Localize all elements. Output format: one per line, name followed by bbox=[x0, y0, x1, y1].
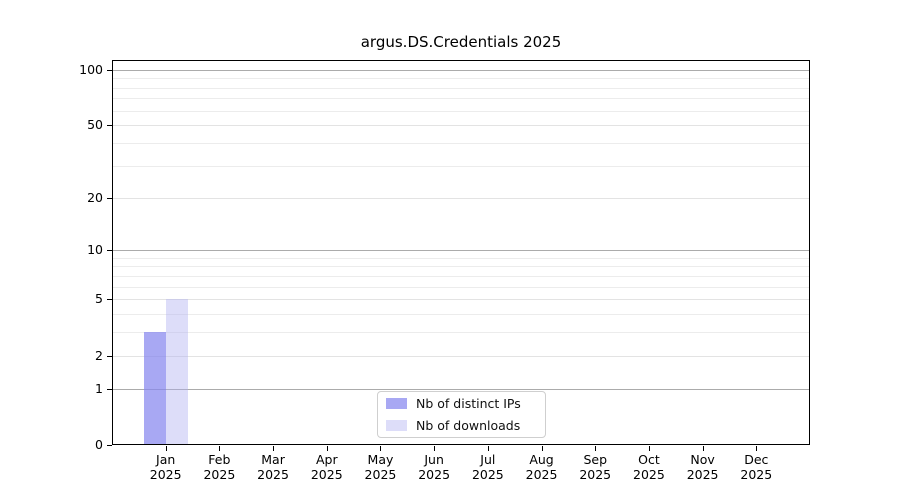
gridline-minor bbox=[112, 98, 810, 100]
y-tick-label: 100 bbox=[79, 61, 103, 77]
x-tick-mark bbox=[488, 446, 489, 451]
x-tick-mark bbox=[219, 446, 220, 451]
y-tick-mark bbox=[107, 389, 112, 390]
gridline-minor bbox=[112, 266, 810, 268]
x-tick-label: Nov 2025 bbox=[686, 452, 719, 482]
gridline-major bbox=[112, 69, 810, 71]
gridline-minor bbox=[112, 87, 810, 89]
x-tick-label: Jun 2025 bbox=[418, 452, 451, 482]
gridline-minor bbox=[112, 286, 810, 288]
gridline-minor bbox=[112, 143, 810, 145]
gridline-minor bbox=[112, 110, 810, 112]
legend-swatch-downloads-icon bbox=[386, 420, 407, 431]
gridline bbox=[112, 299, 810, 301]
x-tick-mark bbox=[756, 446, 757, 451]
bar-downloads-jan bbox=[165, 299, 188, 445]
x-tick-mark bbox=[166, 446, 167, 451]
y-tick-mark bbox=[107, 445, 112, 446]
x-tick-mark bbox=[703, 446, 704, 451]
gridline-minor bbox=[112, 165, 810, 167]
x-tick-label: Aug 2025 bbox=[525, 452, 558, 482]
x-tick-mark bbox=[542, 446, 543, 451]
gridline bbox=[112, 197, 810, 199]
x-tick-label: May 2025 bbox=[364, 452, 397, 482]
y-tick-label: 1 bbox=[95, 380, 103, 396]
y-tick-label: 10 bbox=[87, 242, 103, 258]
x-tick-label: Jan 2025 bbox=[149, 452, 182, 482]
legend-item-distinct-ips: Nb of distinct IPs bbox=[386, 397, 537, 410]
gridline bbox=[112, 125, 810, 127]
y-tick-mark bbox=[107, 198, 112, 199]
x-tick-label: Oct 2025 bbox=[633, 452, 665, 482]
x-tick-label: Apr 2025 bbox=[310, 452, 343, 482]
gridline-major bbox=[112, 250, 810, 252]
x-tick-mark bbox=[595, 446, 596, 451]
x-tick-mark bbox=[327, 446, 328, 451]
legend-label-downloads: Nb of downloads bbox=[416, 418, 521, 433]
y-tick-label: 2 bbox=[95, 347, 103, 363]
y-tick-mark bbox=[107, 356, 112, 357]
y-tick-mark bbox=[107, 250, 112, 251]
gridline-minor bbox=[112, 314, 810, 316]
y-tick-label: 20 bbox=[87, 189, 103, 205]
legend: Nb of distinct IPs Nb of downloads bbox=[377, 391, 546, 438]
gridline-minor bbox=[112, 332, 810, 334]
y-tick-label: 5 bbox=[95, 291, 103, 307]
gridline-minor bbox=[112, 257, 810, 259]
y-tick-label: 0 bbox=[95, 437, 103, 452]
chart-title: argus.DS.Credentials 2025 bbox=[360, 33, 562, 51]
x-tick-mark bbox=[273, 446, 274, 451]
x-tick-mark bbox=[434, 446, 435, 451]
legend-label-distinct-ips: Nb of distinct IPs bbox=[416, 396, 521, 411]
x-tick-label: Dec 2025 bbox=[740, 452, 773, 482]
gridline-minor bbox=[112, 78, 810, 80]
x-tick-label: Sep 2025 bbox=[579, 452, 612, 482]
gridline bbox=[112, 355, 810, 357]
legend-item-downloads: Nb of downloads bbox=[386, 419, 537, 432]
x-tick-label: Mar 2025 bbox=[257, 452, 289, 482]
x-tick-mark bbox=[380, 446, 381, 451]
x-tick-label: Feb 2025 bbox=[203, 452, 236, 482]
x-tick-label: Jul 2025 bbox=[471, 452, 504, 482]
gridline-major bbox=[112, 388, 810, 390]
y-tick-label: 50 bbox=[87, 117, 103, 133]
plot-area bbox=[112, 60, 810, 445]
bar-distinct-ips-jan bbox=[143, 332, 166, 445]
y-tick-mark bbox=[107, 70, 112, 71]
y-tick-mark bbox=[107, 125, 112, 126]
x-tick-mark bbox=[649, 446, 650, 451]
legend-swatch-distinct-ips-icon bbox=[386, 398, 407, 409]
gridline-minor bbox=[112, 275, 810, 277]
y-tick-mark bbox=[107, 299, 112, 300]
